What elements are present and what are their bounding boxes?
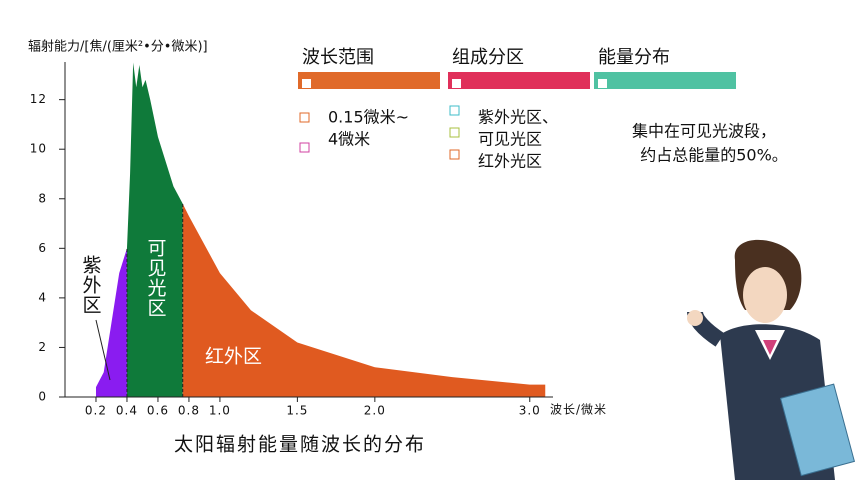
bar-square bbox=[452, 79, 461, 88]
panel-text: 4微米 bbox=[328, 130, 370, 149]
panel-text: 紫外光区、 bbox=[478, 108, 558, 127]
panel-bar bbox=[448, 72, 590, 89]
x-tick-label: 1.5 bbox=[286, 404, 308, 418]
region-label: 红外区 bbox=[205, 346, 262, 368]
y-tick-label: 12 bbox=[30, 92, 47, 106]
panel-bar bbox=[594, 72, 736, 89]
bullet bbox=[299, 142, 310, 153]
bar-square bbox=[302, 79, 311, 88]
y-tick-label: 4 bbox=[38, 290, 47, 304]
x-tick-label: 0.8 bbox=[178, 404, 200, 418]
panel-text: 0.15微米~ bbox=[328, 108, 409, 127]
bullet bbox=[449, 127, 460, 138]
panel-text: 红外光区 bbox=[478, 152, 542, 171]
x-tick-label: 2.0 bbox=[364, 404, 386, 418]
pointer bbox=[95, 319, 111, 381]
y-tick-label: 2 bbox=[38, 340, 47, 354]
x-axis-label: 波长/微米 bbox=[550, 403, 607, 417]
panel-heading: 组成分区 bbox=[452, 47, 524, 68]
region-label: 可见光区 bbox=[145, 238, 167, 318]
x-tick-label: 1.0 bbox=[209, 404, 231, 418]
x-tick-label: 3.0 bbox=[519, 404, 541, 418]
panel-text: 集中在可见光波段， bbox=[632, 122, 776, 141]
region-area bbox=[126, 62, 183, 398]
y-tick-label: 8 bbox=[38, 191, 47, 205]
chart-title: 太阳辐射能量随波长的分布 bbox=[174, 434, 426, 456]
panel-text: 可见光区 bbox=[478, 130, 542, 149]
bullet bbox=[449, 149, 460, 160]
x-tick-label: 0.4 bbox=[116, 404, 138, 418]
region-area bbox=[95, 248, 127, 397]
panel-heading: 能量分布 bbox=[598, 47, 670, 68]
bullet bbox=[449, 105, 460, 116]
bar-square bbox=[598, 79, 607, 88]
x-tick-label: 0.6 bbox=[147, 404, 169, 418]
panel-heading: 波长范围 bbox=[302, 47, 374, 68]
y-tick-label: 0 bbox=[38, 390, 47, 404]
panel-bar bbox=[298, 72, 440, 89]
x-tick-label: 0.2 bbox=[85, 404, 107, 418]
y-tick-label: 10 bbox=[30, 142, 47, 156]
character bbox=[687, 239, 856, 480]
y-axis-label: 辐射能力/[焦/(厘米²•分•微米)] bbox=[28, 39, 208, 55]
y-tick-label: 6 bbox=[38, 241, 47, 255]
region-area bbox=[182, 203, 546, 397]
region-label: 紫外区 bbox=[80, 255, 102, 315]
panel-text: 约占总能量的50%。 bbox=[640, 146, 788, 165]
bullet bbox=[299, 112, 310, 123]
